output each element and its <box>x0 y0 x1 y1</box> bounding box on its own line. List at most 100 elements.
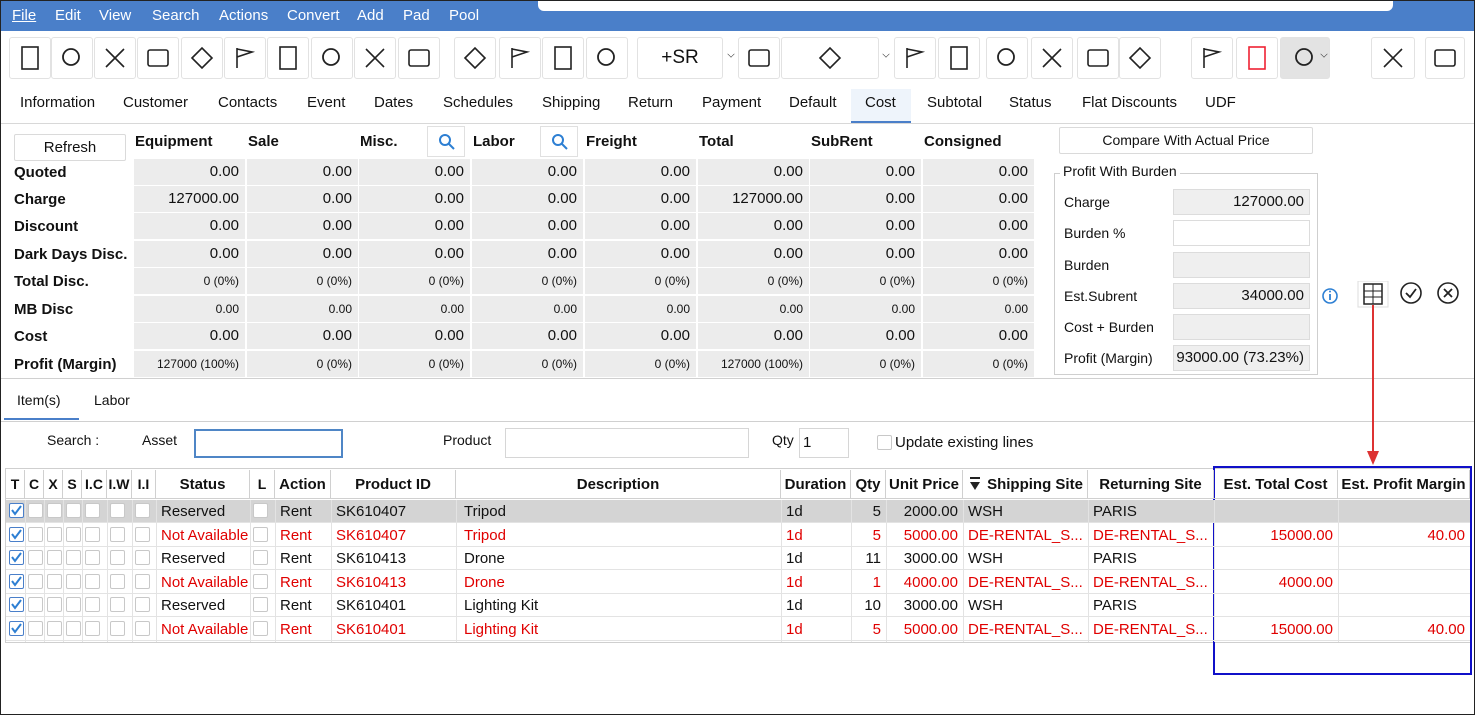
menu-item[interactable]: Search <box>152 7 200 24</box>
menu-item[interactable]: Add <box>357 7 384 24</box>
tab[interactable]: Subtotal <box>927 94 983 111</box>
row-checkbox[interactable] <box>110 597 125 613</box>
toolbar-button[interactable] <box>137 37 179 79</box>
table-row[interactable] <box>6 571 1470 594</box>
menu-item[interactable]: View <box>99 7 132 24</box>
row-checkbox[interactable] <box>66 503 81 518</box>
tab[interactable]: Flat Discounts <box>1082 94 1178 111</box>
toolbar-button[interactable] <box>181 37 223 79</box>
toolbar-button[interactable] <box>398 37 440 79</box>
tab[interactable]: Cost <box>865 94 896 111</box>
tab[interactable]: Payment <box>702 94 762 111</box>
toolbar-button[interactable] <box>542 37 584 79</box>
tab[interactable]: Event <box>307 94 346 111</box>
dropdown-caret[interactable] <box>727 50 735 58</box>
row-checkbox[interactable] <box>28 597 43 613</box>
toolbar-button[interactable] <box>781 37 879 79</box>
menu-item[interactable]: Pad <box>403 7 430 24</box>
table-row[interactable] <box>6 524 1470 547</box>
row-checkbox[interactable] <box>85 526 100 542</box>
row-checkbox[interactable] <box>253 503 268 518</box>
toolbar-button[interactable] <box>224 37 266 79</box>
row-checkbox[interactable] <box>110 550 125 566</box>
row-checkbox[interactable] <box>66 550 81 566</box>
row-checkbox[interactable] <box>66 597 81 613</box>
row-checkbox[interactable] <box>47 621 62 636</box>
toolbar-button[interactable] <box>894 37 936 79</box>
toolbar-button[interactable] <box>938 37 980 79</box>
row-checkbox[interactable] <box>135 621 150 636</box>
row-checkbox[interactable] <box>110 573 125 589</box>
row-checkbox[interactable] <box>47 503 62 518</box>
row-checkbox[interactable] <box>253 597 268 613</box>
toolbar-button[interactable] <box>267 37 309 79</box>
tab[interactable]: Return <box>628 94 674 111</box>
info-icon[interactable] <box>1322 288 1338 304</box>
profit-field[interactable] <box>1173 220 1310 246</box>
row-checkbox[interactable] <box>47 573 62 589</box>
search-button[interactable] <box>540 126 578 157</box>
tab[interactable]: Contacts <box>218 94 278 111</box>
tab[interactable]: Default <box>789 94 837 111</box>
tab[interactable]: UDF <box>1205 94 1236 111</box>
row-checkbox[interactable] <box>110 526 125 542</box>
refresh-button[interactable]: Refresh <box>14 134 126 161</box>
row-checkbox[interactable] <box>28 573 43 589</box>
dropdown-caret[interactable] <box>882 50 890 58</box>
row-checkbox[interactable] <box>66 621 81 636</box>
row-checkbox[interactable] <box>28 503 43 518</box>
toolbar-button[interactable] <box>1425 37 1465 79</box>
menu-item[interactable]: Pool <box>449 7 480 24</box>
toolbar-button[interactable] <box>9 37 51 79</box>
tab[interactable]: Status <box>1009 94 1052 111</box>
asset-input[interactable] <box>194 429 343 458</box>
tab[interactable]: Shipping <box>542 94 601 111</box>
update-checkbox[interactable] <box>877 435 892 450</box>
toolbar-button[interactable] <box>1236 37 1278 79</box>
toolbar-button[interactable] <box>1280 37 1330 79</box>
table-row[interactable] <box>6 547 1470 571</box>
confirm-button[interactable] <box>1400 282 1422 304</box>
row-checkbox[interactable] <box>28 621 43 636</box>
row-checkbox[interactable] <box>135 503 150 518</box>
sub-tab[interactable]: Item(s) <box>17 392 61 408</box>
toolbar-button[interactable] <box>1191 37 1233 79</box>
compare-button[interactable]: Compare With Actual Price <box>1059 127 1313 154</box>
row-checkbox[interactable] <box>253 526 268 542</box>
tab[interactable]: Information <box>20 94 96 111</box>
table-row[interactable] <box>6 618 1470 641</box>
row-checkbox[interactable] <box>47 526 62 542</box>
row-checkbox[interactable] <box>110 503 125 518</box>
row-checkbox[interactable] <box>253 573 268 589</box>
menu-item[interactable]: Edit <box>55 7 81 24</box>
row-checkbox[interactable] <box>135 597 150 613</box>
row-checkbox[interactable] <box>135 526 150 542</box>
toolbar-button[interactable] <box>1119 37 1161 79</box>
toolbar-button[interactable] <box>454 37 496 79</box>
row-checkbox[interactable] <box>85 503 100 518</box>
row-checkbox[interactable] <box>110 621 125 636</box>
sub-tab[interactable]: Labor <box>94 392 130 408</box>
row-checkbox[interactable] <box>66 526 81 542</box>
toolbar-button[interactable] <box>586 37 628 79</box>
tab[interactable]: Customer <box>123 94 189 111</box>
toolbar-button[interactable] <box>311 37 353 79</box>
toolbar-button[interactable] <box>738 37 780 79</box>
tab[interactable]: Schedules <box>443 94 514 111</box>
row-checkbox[interactable] <box>47 550 62 566</box>
row-checkbox[interactable] <box>85 621 100 636</box>
table-row[interactable] <box>6 500 1470 523</box>
row-checkbox[interactable] <box>253 621 268 636</box>
row-checkbox[interactable] <box>28 550 43 566</box>
row-checkbox[interactable] <box>253 550 268 566</box>
toolbar-button[interactable] <box>1077 37 1119 79</box>
row-checkbox[interactable] <box>135 550 150 566</box>
menu-item[interactable]: Convert <box>287 7 340 24</box>
menu-item[interactable]: Actions <box>219 7 269 24</box>
row-checkbox[interactable] <box>135 573 150 589</box>
product-input[interactable] <box>505 428 749 458</box>
table-row[interactable] <box>6 594 1470 618</box>
toolbar-button[interactable] <box>499 37 541 79</box>
row-checkbox[interactable] <box>28 526 43 542</box>
toolbar-button[interactable] <box>986 37 1028 79</box>
